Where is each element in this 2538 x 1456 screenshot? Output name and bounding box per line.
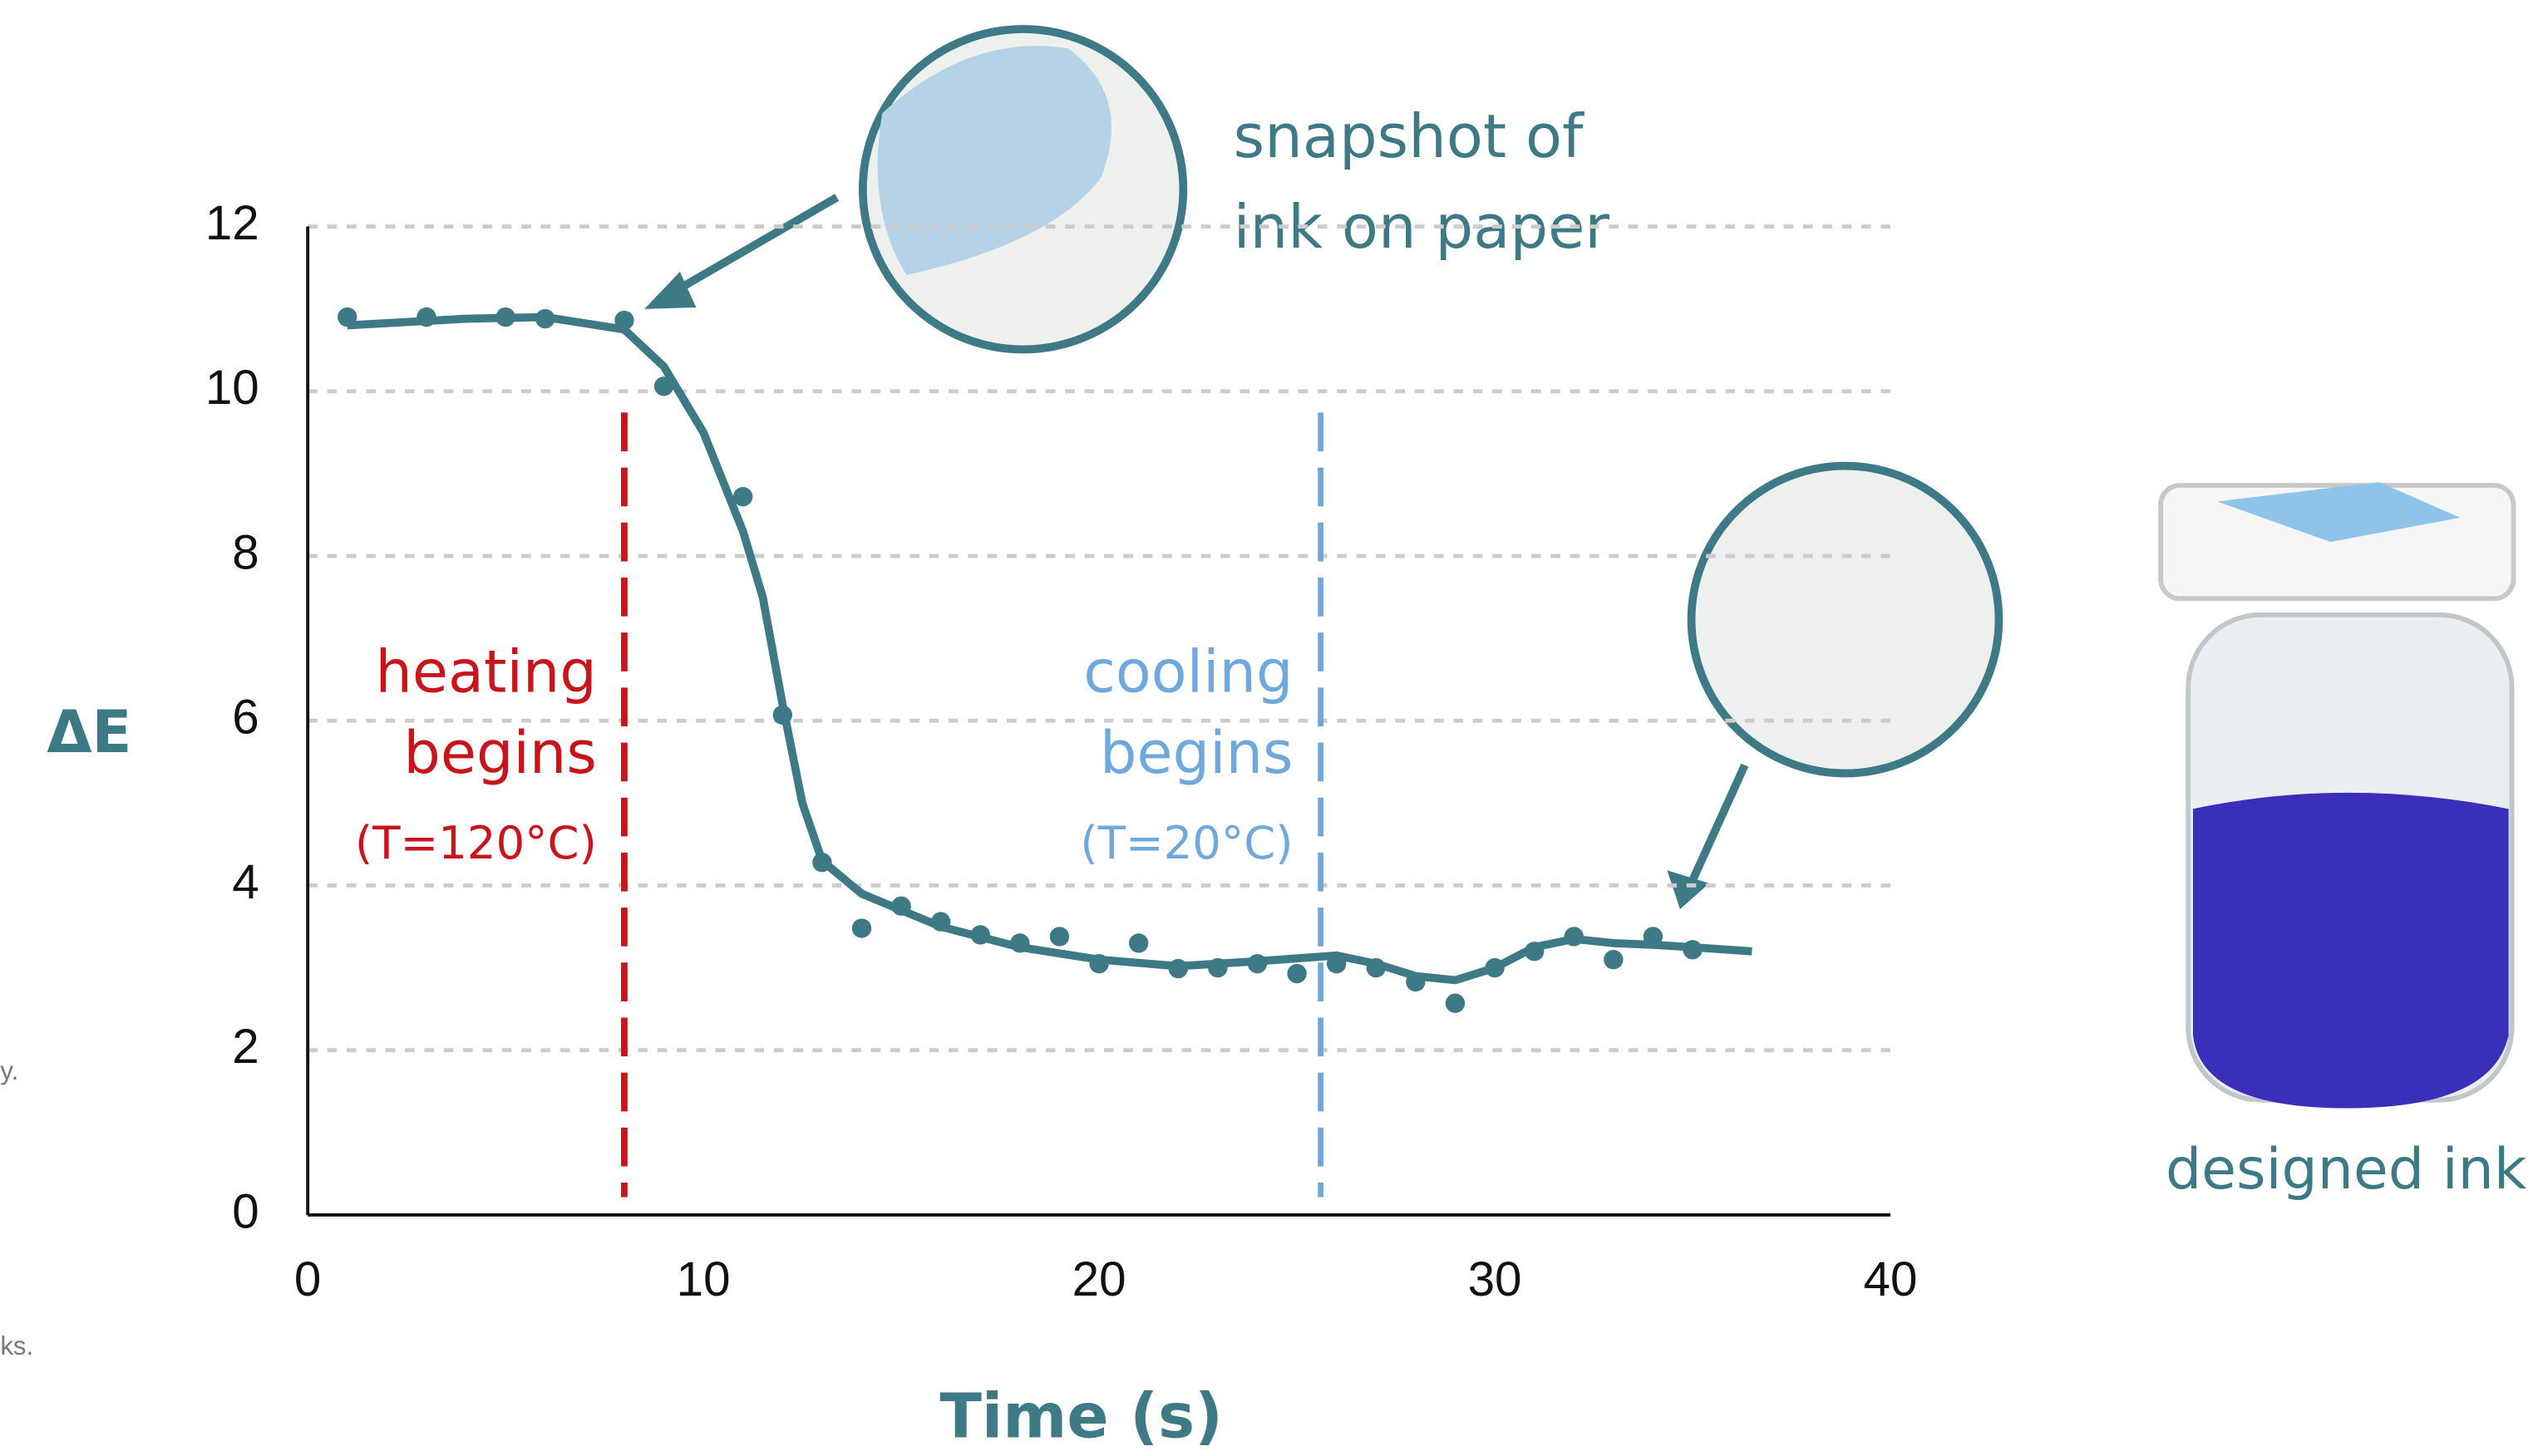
event-label: (T=20°C) [1080, 816, 1293, 869]
data-point [1644, 927, 1663, 946]
data-point [1287, 964, 1306, 983]
arrow-head [644, 272, 696, 309]
y-tick-label: 12 [205, 196, 259, 250]
y-tick-label: 0 [232, 1184, 259, 1238]
jar-photo [2161, 482, 2513, 1108]
data-point [1129, 933, 1148, 952]
data-point [1525, 942, 1544, 961]
data-point [654, 376, 673, 396]
cut-text: ks. [0, 1331, 33, 1360]
event-label: begins [403, 719, 596, 787]
data-point [1050, 927, 1069, 946]
x-axis-label: Time (s) [939, 1381, 1222, 1453]
data-point [1367, 958, 1386, 977]
arrow-head [1667, 870, 1709, 909]
data-point [1683, 940, 1702, 959]
data-point [338, 307, 357, 327]
data-point [416, 307, 436, 327]
event-label: heating [376, 638, 597, 706]
y-tick-label: 6 [232, 691, 259, 745]
y-tick-label: 8 [232, 525, 259, 579]
y-tick-label: 10 [205, 361, 259, 415]
data-point [1327, 954, 1346, 973]
data-point [1604, 950, 1623, 969]
x-tick-label: 10 [677, 1252, 731, 1306]
data-point [931, 912, 950, 931]
data-point [733, 487, 752, 506]
data-point [1089, 954, 1108, 973]
y-axis-label: ΔE [47, 698, 131, 766]
event-label: cooling [1083, 638, 1293, 706]
data-point [1010, 933, 1029, 952]
data-point [1446, 994, 1465, 1013]
x-tick-label: 30 [1468, 1252, 1522, 1306]
data-point [812, 853, 831, 872]
x-tick-label: 20 [1072, 1252, 1126, 1306]
arrow [1690, 765, 1745, 887]
snapshot-circle [1692, 466, 1999, 774]
y-tick-label: 2 [232, 1020, 259, 1074]
data-point [1485, 958, 1504, 977]
annotation: snapshot of [1234, 101, 1584, 171]
data-point [1406, 972, 1425, 991]
arrow [663, 197, 836, 298]
data-point [495, 307, 515, 327]
data-point [891, 897, 910, 916]
data-point [614, 311, 633, 330]
page: {"chart_data": {"type": "scatter", "y_la… [0, 0, 2538, 1456]
data-point [971, 925, 990, 944]
data-point [773, 706, 792, 725]
data-point [852, 918, 871, 937]
event-label: begins [1100, 719, 1293, 787]
y-tick-label: 4 [232, 855, 259, 909]
event-label: (T=120°C) [355, 816, 597, 869]
annotation: designed ink [2166, 1137, 2527, 1203]
cut-text: y. [0, 1056, 18, 1085]
x-tick-label: 40 [1864, 1252, 1918, 1306]
data-point [1248, 954, 1267, 973]
data-point [1565, 927, 1584, 946]
data-point [1169, 959, 1188, 978]
data-point [535, 309, 554, 328]
data-point [1208, 958, 1227, 977]
chart: ΔE Time (s) snapshot of ink on paper des… [0, 0, 2538, 1456]
x-tick-label: 0 [294, 1252, 321, 1306]
